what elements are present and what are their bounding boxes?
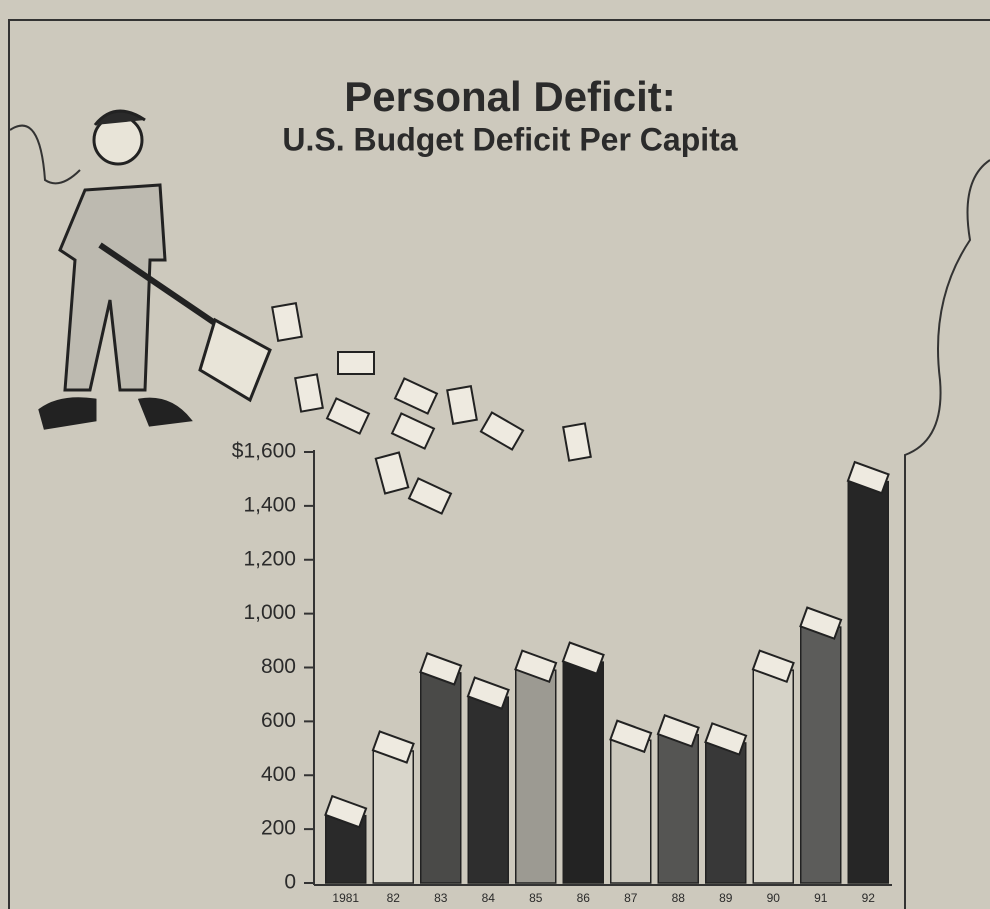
y-tick-label: 0	[284, 871, 296, 894]
x-tick-label: 90	[767, 891, 781, 905]
x-tick-label: 85	[529, 891, 543, 905]
chart-title: Personal Deficit:	[344, 73, 675, 120]
x-tick-label: 87	[624, 891, 638, 905]
x-tick-label: 91	[814, 891, 828, 905]
bill-icon	[514, 649, 558, 684]
y-tick-label: 1,000	[243, 601, 296, 624]
y-tick-label: 1,200	[243, 547, 296, 570]
silhouette-right	[904, 159, 990, 909]
bar	[752, 669, 794, 884]
y-tick-label: 600	[261, 709, 296, 732]
x-tick-label: 86	[577, 891, 591, 905]
bar	[657, 734, 699, 884]
y-tick-label: 800	[261, 655, 296, 678]
y-tick-label: 400	[261, 763, 296, 786]
bar	[420, 672, 462, 884]
x-tick-label: 83	[434, 891, 448, 905]
y-tick-label: 1,400	[243, 493, 296, 516]
bill-icon	[371, 730, 415, 764]
y-tick-label: $1,600	[232, 440, 296, 463]
x-tick-label: 84	[482, 891, 496, 905]
silhouette-left	[9, 124, 81, 185]
bar	[372, 750, 414, 884]
y-tick-label: 200	[261, 817, 296, 840]
bar	[800, 626, 842, 884]
x-tick-label: 88	[672, 891, 686, 905]
bar	[562, 661, 604, 884]
figure-illustration	[38, 109, 272, 430]
bar	[847, 480, 889, 884]
flying-bills	[271, 302, 592, 515]
bar	[515, 669, 557, 884]
bill-icon	[561, 641, 605, 675]
x-tick-label: 1981	[332, 891, 359, 905]
x-tick-label: 82	[387, 891, 401, 905]
bill-icon	[846, 460, 890, 495]
bill-icon	[609, 719, 653, 754]
bill-icon	[704, 722, 748, 756]
bill-icon	[656, 714, 700, 748]
bill-icon	[466, 676, 510, 710]
bill-icon	[799, 606, 843, 640]
x-tick-label: 92	[862, 891, 876, 905]
x-tick-label: 89	[719, 891, 733, 905]
bill-icon	[419, 652, 463, 686]
bill-icon	[751, 649, 795, 684]
bar	[610, 739, 652, 884]
bar	[467, 696, 509, 884]
bar	[705, 742, 747, 884]
bill-icon	[324, 794, 368, 829]
chart-subtitle: U.S. Budget Deficit Per Capita	[282, 121, 737, 157]
